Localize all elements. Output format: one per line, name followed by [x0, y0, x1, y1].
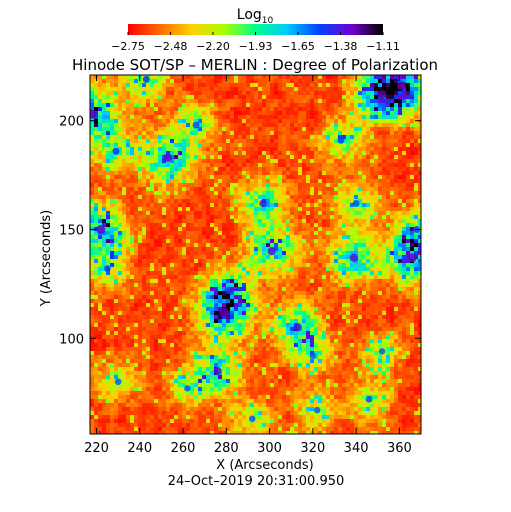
x-tick-label: 260	[171, 441, 196, 456]
x-tick-label: 300	[257, 441, 282, 456]
heatmap-hotspot	[397, 81, 407, 91]
heatmap-hotspot	[377, 90, 387, 100]
heatmap-hotspot	[407, 253, 417, 263]
heatmap-hotspot	[114, 378, 122, 386]
heatmap-hotspot	[349, 253, 359, 262]
x-tick-label: 240	[127, 441, 152, 456]
y-tick-label: 200	[59, 115, 84, 130]
colorbar-tick-label: −1.11	[366, 40, 400, 53]
colorbar-tick-label: −2.75	[111, 40, 145, 53]
y-axis: 100 150 200	[59, 115, 421, 347]
x-tick-label: 220	[84, 441, 109, 456]
heatmap-hotspot	[224, 286, 233, 295]
y-tick-label: 100	[59, 332, 84, 347]
x-tick-label: 360	[387, 441, 412, 456]
heatmap-hotspot	[267, 247, 276, 256]
heatmap-hotspot	[259, 199, 267, 208]
heatmap-hotspot	[90, 109, 97, 119]
timestamp: 24–Oct–2019 20:31:00.950	[168, 474, 345, 489]
heatmap-hotspot	[192, 121, 200, 129]
x-axis-label: X (Arcseconds)	[216, 458, 313, 473]
colorbar: Log10 −2.75 −2.48 −2.20 −1.93 −1.65 −1.38 −1.1…	[111, 7, 400, 53]
heatmap-hotspot	[163, 153, 173, 162]
heatmap-hotspot	[313, 406, 321, 414]
chart-title: Hinode SOT/SP – MERLIN : Degree of Polar…	[72, 56, 438, 74]
heatmap-hotspot	[213, 366, 222, 375]
colorbar-tick-label: −1.65	[281, 40, 315, 53]
heatmap-hotspot	[378, 348, 386, 355]
colorbar-label: Log10	[237, 7, 274, 26]
x-tick-label: 340	[344, 441, 369, 456]
heatmap-hotspot	[103, 265, 111, 273]
colorbar-tick-label: −1.93	[239, 40, 273, 53]
heatmap-hotspot	[184, 385, 191, 392]
colorbar-gradient	[128, 24, 383, 35]
heatmap-hotspot	[142, 75, 150, 83]
colorbar-tick-label: −1.38	[324, 40, 358, 53]
x-axis: 220 240 260 280 300 320 340 360	[84, 75, 412, 456]
heatmap-hotspot	[337, 136, 345, 144]
heatmap-hotspot	[293, 323, 302, 332]
heatmap-hotspot	[309, 352, 317, 359]
heatmap-hotspot	[249, 415, 256, 423]
heatmap-hotspot	[96, 225, 106, 234]
heatmap-hotspot	[112, 147, 120, 155]
heatmap-image	[90, 75, 421, 434]
y-tick-label: 150	[59, 223, 84, 238]
y-axis-label: Y (Arcseconds)	[39, 210, 54, 307]
colorbar-tick-label: −2.20	[196, 40, 230, 53]
x-tick-label: 320	[300, 441, 325, 456]
x-tick-label: 280	[214, 441, 239, 456]
heatmap-hotspot	[219, 307, 229, 317]
heatmap-hotspot	[365, 395, 373, 403]
plot-frame	[89, 74, 422, 435]
heatmap-hotspot	[352, 199, 360, 207]
colorbar-tick-label: −2.48	[154, 40, 188, 53]
colorbar-ticks: −2.75 −2.48 −2.20 −1.93 −1.65 −1.38 −1.11	[111, 32, 400, 53]
